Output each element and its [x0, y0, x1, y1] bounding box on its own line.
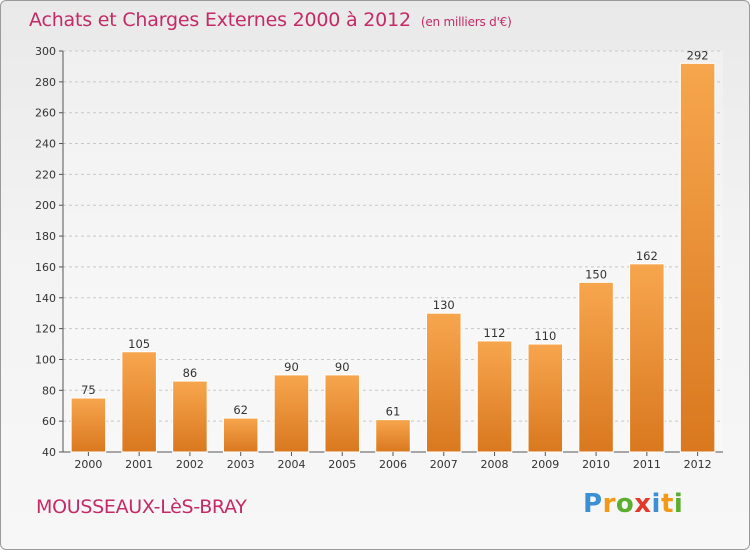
value-label: 292	[687, 48, 709, 62]
value-label: 110	[534, 329, 556, 343]
brand-logo: Proxiti	[583, 489, 683, 519]
chart-unit: (en milliers d'€)	[420, 15, 512, 29]
y-tick-label: 300	[35, 45, 56, 58]
brand-letter: i	[651, 489, 661, 519]
value-label: 130	[433, 298, 455, 312]
y-tick-label: 240	[35, 138, 56, 151]
bar-2011	[629, 263, 665, 453]
y-tick-label: 40	[42, 446, 56, 459]
x-tick-label: 2004	[277, 458, 305, 471]
y-tick-label: 180	[35, 230, 56, 243]
chart-title: Achats et Charges Externes 2000 à 2012 (e…	[29, 9, 512, 31]
y-tick-label: 80	[42, 384, 56, 397]
bar-2004	[273, 374, 310, 453]
brand-letter: t	[660, 489, 674, 519]
bar-2001	[121, 351, 157, 453]
x-tick-label: 2007	[430, 458, 458, 471]
y-tick-label: 220	[35, 168, 56, 181]
y-tick-label: 200	[35, 199, 56, 212]
chart-title-text: Achats et Charges Externes 2000 à 2012	[29, 9, 411, 31]
y-tick-label: 100	[35, 353, 56, 366]
value-label: 86	[183, 366, 198, 380]
x-tick-label: 2001	[125, 458, 153, 471]
x-tick-label: 2011	[633, 458, 661, 471]
bar-2009	[527, 343, 564, 453]
value-label: 62	[233, 403, 248, 417]
bar-2008	[476, 340, 513, 453]
y-tick-label: 160	[35, 261, 56, 274]
value-label: 90	[335, 360, 350, 374]
value-label: 61	[386, 405, 401, 419]
brand-letter: i	[673, 489, 684, 519]
bar-2005	[324, 374, 360, 453]
y-tick-label: 120	[35, 323, 56, 336]
y-tick-label: 140	[35, 292, 56, 305]
value-label: 105	[128, 337, 150, 351]
value-label: 90	[284, 360, 299, 374]
bar-2010	[578, 281, 614, 453]
x-tick-label: 2008	[481, 458, 509, 471]
x-tick-label: 2009	[531, 458, 559, 471]
bar-2012	[679, 62, 716, 453]
y-tick-label: 260	[35, 107, 56, 120]
plot-area	[63, 51, 723, 452]
x-tick-label: 2012	[684, 458, 712, 471]
brand-letter: x	[634, 489, 652, 519]
brand-letter: P	[583, 489, 603, 519]
bar-2006	[375, 419, 411, 453]
y-tick-label: 60	[42, 415, 56, 428]
x-tick-label: 2005	[328, 458, 356, 471]
bar-2007	[426, 312, 462, 453]
x-tick-label: 2000	[74, 458, 102, 471]
y-tick-label: 280	[35, 76, 56, 89]
bar-2002	[172, 380, 208, 453]
town-name: MOUSSEAUX-LèS-BRAY	[36, 496, 247, 518]
brand-letter: r	[602, 489, 616, 519]
x-tick-label: 2002	[176, 458, 204, 471]
x-tick-label: 2003	[227, 458, 255, 471]
bar-2000	[70, 397, 107, 453]
bar-2003	[222, 417, 259, 453]
value-label: 112	[484, 326, 506, 340]
x-tick-label: 2010	[582, 458, 610, 471]
value-label: 75	[81, 383, 96, 397]
x-tick-label: 2006	[379, 458, 407, 471]
brand-letter: o	[615, 489, 635, 519]
value-label: 162	[636, 249, 658, 263]
value-label: 150	[585, 267, 607, 281]
